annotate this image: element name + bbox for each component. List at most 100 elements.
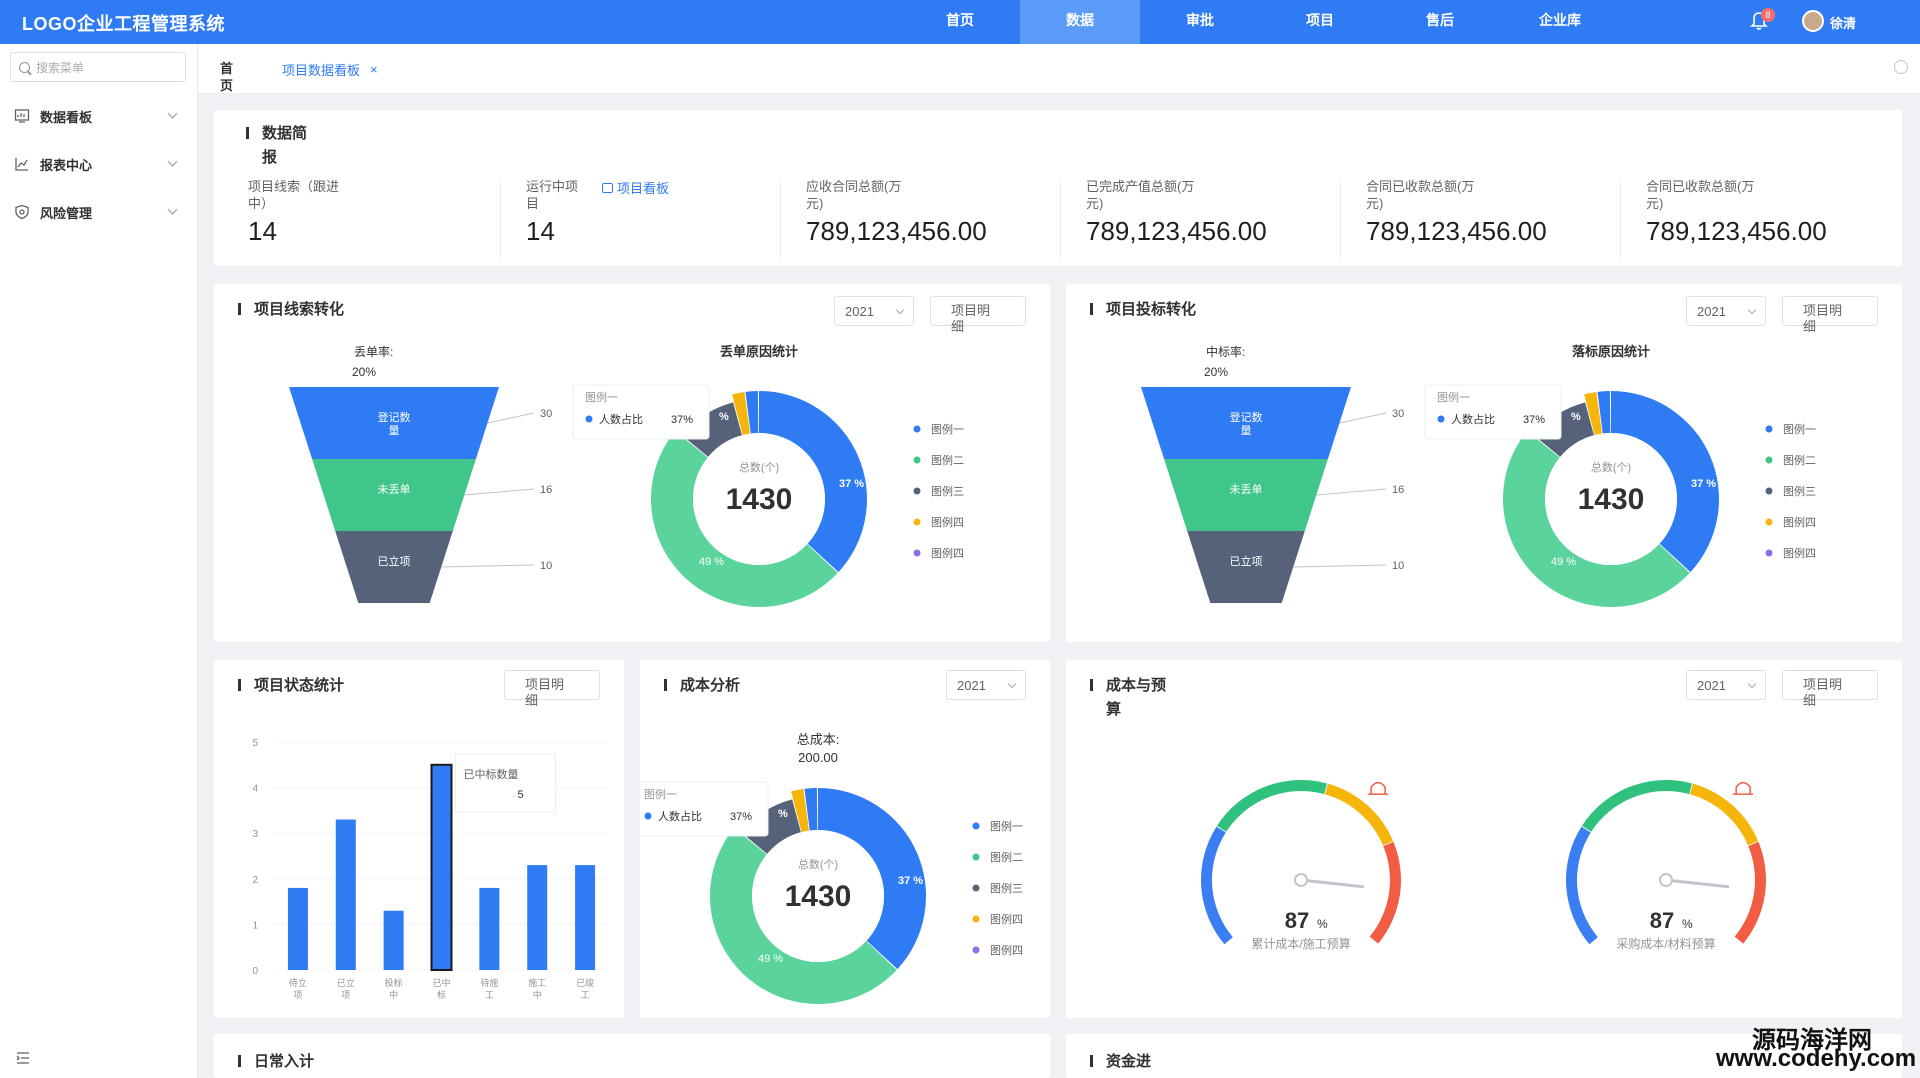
bar xyxy=(575,865,596,970)
stat-received-2: 合同已收款总额(万元) 789,123,456.00 xyxy=(1646,178,1896,247)
stat-running-projects: 运行中项目 14 项目看板 xyxy=(526,178,776,247)
donut-total-value: 1430 xyxy=(1578,483,1645,516)
year-select[interactable]: 2021 xyxy=(834,296,914,326)
sidebar-item-risk[interactable]: 风险管理 xyxy=(0,192,198,232)
year-select[interactable]: 2021 xyxy=(1686,670,1766,700)
stat-label: 项目线索（跟进中） xyxy=(248,179,340,211)
tooltip-box xyxy=(1424,384,1562,440)
monitor-icon xyxy=(602,182,613,193)
donut-slice xyxy=(745,391,759,434)
tooltip-legend: 图例一 xyxy=(644,787,677,801)
tooltip-value: 5 xyxy=(518,789,524,801)
project-detail-button[interactable]: 项目明细 xyxy=(930,296,1026,334)
tooltip-legend: 图例一 xyxy=(1437,390,1470,404)
donut-slice xyxy=(1597,391,1611,434)
x-tick-label: 待立 xyxy=(289,977,307,988)
sidebar: 搜索菜单 数据看板 报表中心 风险管理 xyxy=(0,44,198,1078)
card-title: 项目状态统计 xyxy=(238,674,344,698)
project-detail-button[interactable]: 项目明细 xyxy=(1782,296,1878,334)
sidebar-item-label: 数据看板 xyxy=(40,109,93,125)
tooltip-item: 人数占比 xyxy=(1451,412,1495,426)
stat-value: 14 xyxy=(526,216,555,246)
funnel-leader-line xyxy=(464,488,535,496)
refresh-icon[interactable] xyxy=(1894,60,1908,74)
gauge-unit: % xyxy=(1317,917,1328,931)
funnel-segment xyxy=(1187,531,1305,603)
nav-item-home[interactable]: 首页 xyxy=(946,12,974,28)
stat-received: 合同已收款总额(万元) 789,123,456.00 xyxy=(1366,178,1616,247)
search-input[interactable]: 搜索菜单 xyxy=(10,52,186,82)
legend-dot xyxy=(1765,487,1773,495)
chart-icon xyxy=(15,158,28,171)
year-select[interactable]: 2021 xyxy=(946,670,1026,700)
main-nav: 首页 数据 审批 项目 售后 企业库 xyxy=(900,0,1620,44)
top-bar: LOGO企业工程管理系统 首页 数据 审批 项目 售后 企业库 8 徐清 xyxy=(0,0,1920,44)
sidebar-item-label: 报表中心 xyxy=(40,157,93,173)
legend-dot xyxy=(913,456,921,464)
funnel-rate-value: 20% xyxy=(352,365,376,379)
funnel-segment xyxy=(289,387,499,459)
funnel-segment xyxy=(1164,459,1328,531)
nav-item-after-sales[interactable]: 售后 xyxy=(1426,12,1454,28)
donut-total-label: 总数(个) xyxy=(798,857,838,871)
stat-value: 789,123,456.00 xyxy=(1646,216,1827,246)
divider xyxy=(1340,180,1341,260)
gauge-arc-segment xyxy=(1324,783,1394,846)
legend-label: 图例一 xyxy=(990,819,1023,833)
card-title: 项目线索转化 xyxy=(238,298,344,322)
legend-dot xyxy=(913,518,921,526)
legend-label: 图例四 xyxy=(931,546,964,560)
x-tick-label-cont: 工 xyxy=(485,990,494,1000)
donut-total-label: 总数(个) xyxy=(1591,460,1631,474)
stat-value: 789,123,456.00 xyxy=(1086,216,1267,246)
card-title: 成本分析 xyxy=(664,674,740,698)
tab-home[interactable]: 首页 xyxy=(220,61,234,93)
tooltip-value: 37% xyxy=(671,414,693,426)
nav-item-enterprise[interactable]: 企业库 xyxy=(1539,12,1581,28)
card-title: 成本与预算 xyxy=(1090,674,1166,722)
notification-badge: 8 xyxy=(1761,8,1775,22)
tooltip-label: 已中标数量 xyxy=(464,767,519,781)
x-tick-label: 施工 xyxy=(528,977,546,988)
alarm-icon xyxy=(1368,781,1389,795)
sidebar-item-dashboard[interactable]: 数据看板 xyxy=(0,96,198,136)
tooltip-box xyxy=(640,781,769,837)
nav-item-approval[interactable]: 审批 xyxy=(1186,12,1214,28)
user-name[interactable]: 徐清 xyxy=(1830,16,1857,31)
gauge-arc-segment xyxy=(1216,780,1328,832)
card-title: 资金进 xyxy=(1090,1050,1196,1074)
avatar[interactable] xyxy=(1802,10,1824,32)
project-board-link[interactable]: 项目看板 xyxy=(602,178,669,197)
donut-total-value: 1430 xyxy=(726,483,793,516)
funnel-segment-label: 已立项 xyxy=(1230,554,1263,568)
x-tick-label: 已立 xyxy=(337,977,355,988)
legend-label: 图例三 xyxy=(990,881,1023,895)
gauge-arc-segment xyxy=(1566,826,1598,945)
tab-project-dashboard[interactable]: 项目数据看板 × xyxy=(282,58,378,80)
chevron-down-icon xyxy=(167,204,178,215)
project-detail-button[interactable]: 项目明细 xyxy=(1782,670,1878,708)
menu-collapse-icon[interactable] xyxy=(16,1052,30,1064)
funnel-segment xyxy=(312,459,476,531)
y-tick-label: 2 xyxy=(252,875,258,886)
y-tick-label: 0 xyxy=(252,966,258,977)
cost-total-value: 200.00 xyxy=(798,750,838,765)
chevron-down-icon xyxy=(167,156,178,167)
legend-label: 图例四 xyxy=(1783,546,1816,560)
slice-label: 49 % xyxy=(758,953,783,965)
year-select[interactable]: 2021 xyxy=(1686,296,1766,326)
close-icon[interactable]: × xyxy=(370,61,378,77)
x-tick-label-cont: 项 xyxy=(293,990,302,1000)
bar xyxy=(287,887,308,970)
nav-item-data[interactable]: 数据 xyxy=(1020,0,1140,44)
project-detail-button[interactable]: 项目明细 xyxy=(504,670,600,708)
donut-total-label: 总数(个) xyxy=(739,460,779,474)
sidebar-item-reports[interactable]: 报表中心 xyxy=(0,144,198,184)
funnel-segment xyxy=(335,531,453,603)
app-logo: LOGO企业工程管理系统 xyxy=(22,14,225,34)
tooltip-item: 人数占比 xyxy=(658,809,702,823)
bar xyxy=(430,763,453,971)
nav-item-project[interactable]: 项目 xyxy=(1306,12,1334,28)
gauge-needle xyxy=(1299,878,1365,889)
